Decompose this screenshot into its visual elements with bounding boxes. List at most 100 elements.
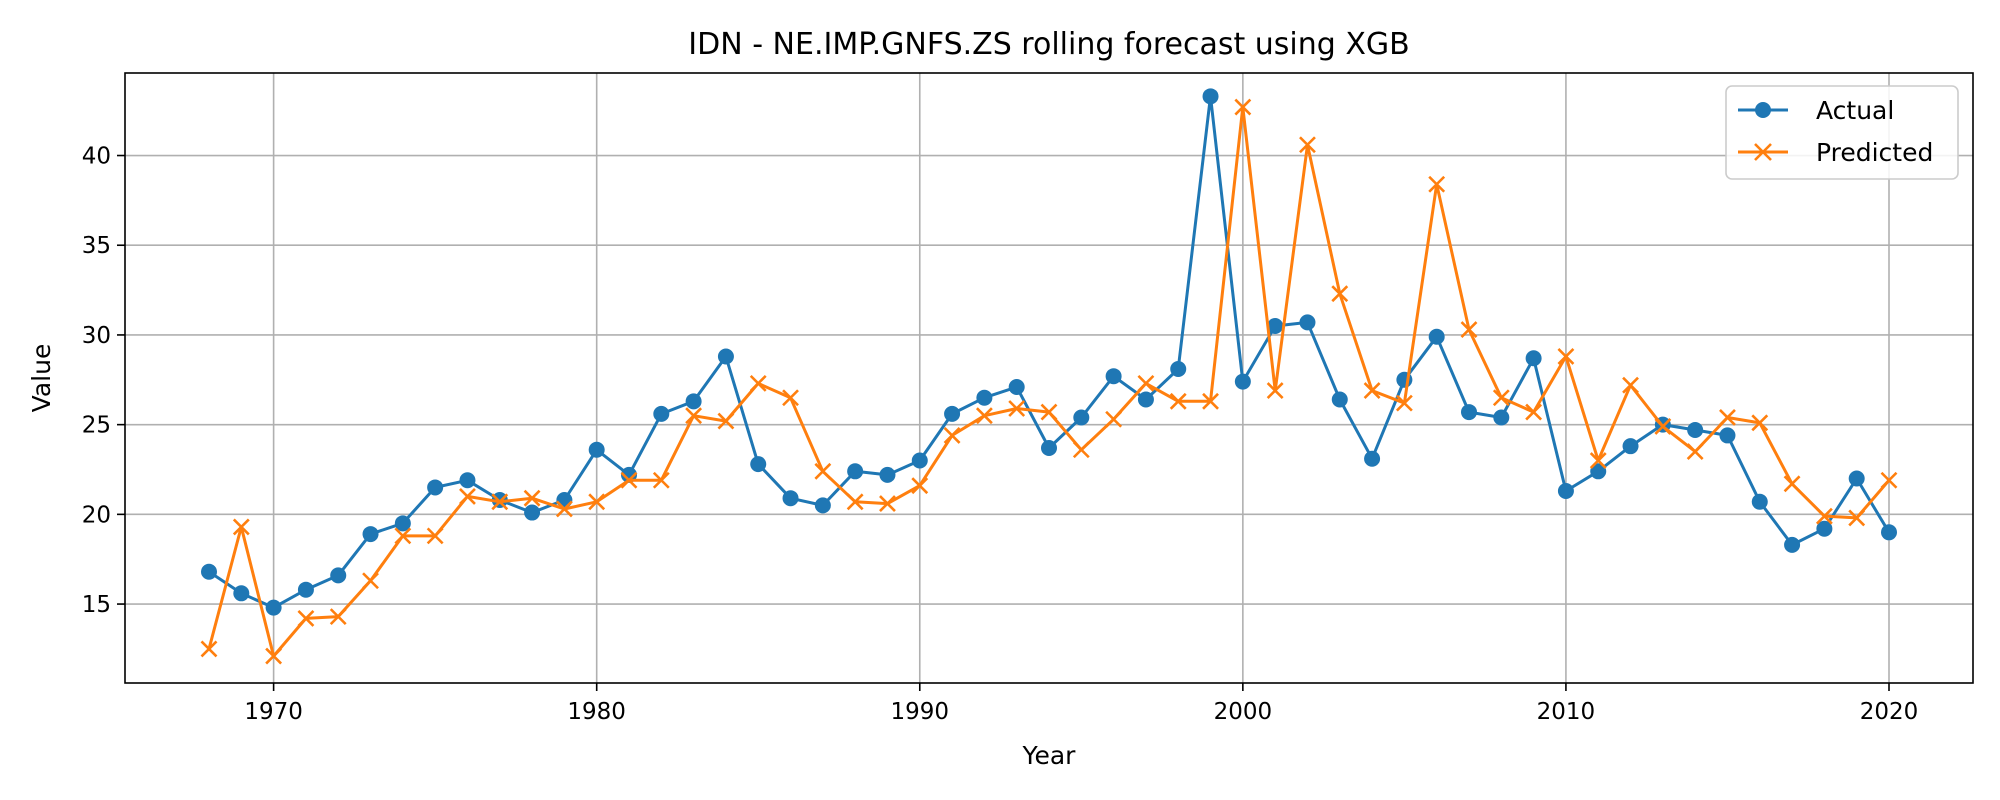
point-actual-1997 <box>1137 391 1154 408</box>
point-predicted-2018 <box>1815 507 1833 525</box>
x-tick-label-1970: 1970 <box>244 699 303 725</box>
point-predicted-1990 <box>911 477 929 495</box>
point-predicted-2008 <box>1492 389 1510 407</box>
y-tick-label-20: 20 <box>82 502 111 528</box>
point-actual-1999 <box>1202 88 1219 105</box>
point-predicted-2017 <box>1783 475 1801 493</box>
point-actual-1973 <box>362 526 379 543</box>
point-predicted-1985 <box>749 374 767 392</box>
point-predicted-2011 <box>1589 452 1607 469</box>
point-predicted-1993 <box>1008 400 1026 417</box>
point-actual-1987 <box>814 497 831 514</box>
x-tick-label-1980: 1980 <box>567 699 626 725</box>
series-layer <box>200 88 1898 665</box>
point-predicted-2006 <box>1428 175 1446 193</box>
point-actual-1994 <box>1041 439 1057 456</box>
series-actual <box>201 88 1897 616</box>
point-predicted-1991 <box>943 426 961 444</box>
point-predicted-2015 <box>1719 409 1736 426</box>
point-predicted-1974 <box>394 527 412 545</box>
x-tick-label-2010: 2010 <box>1537 699 1596 725</box>
point-actual-1984 <box>717 348 734 365</box>
point-actual-1970 <box>265 599 282 616</box>
point-actual-1976 <box>459 472 476 489</box>
point-actual-2006 <box>1428 328 1445 345</box>
y-axis-label: Value <box>27 344 56 413</box>
legend: Actual Predicted <box>1725 85 1959 180</box>
point-actual-1995 <box>1073 409 1090 426</box>
point-predicted-1971 <box>297 609 315 627</box>
point-actual-2010 <box>1557 483 1574 500</box>
point-predicted-1983 <box>685 407 703 425</box>
point-predicted-2002 <box>1299 136 1316 154</box>
x-axis-label: Year <box>1022 741 1077 770</box>
point-actual-2012 <box>1622 438 1639 455</box>
legend-marker-actual <box>1755 102 1771 118</box>
y-tick-label-15: 15 <box>82 592 111 618</box>
point-predicted-1978 <box>523 489 541 507</box>
point-predicted-1973 <box>362 572 379 590</box>
plot-area-frame <box>124 72 1974 684</box>
legend-label-predicted: Predicted <box>1816 138 1933 167</box>
point-predicted-2007 <box>1460 321 1478 338</box>
point-predicted-1996 <box>1105 410 1123 428</box>
point-actual-2015 <box>1719 427 1736 444</box>
point-predicted-1972 <box>329 608 347 626</box>
point-predicted-1992 <box>975 407 993 425</box>
point-actual-2011 <box>1590 463 1607 480</box>
point-predicted-1997 <box>1137 374 1155 392</box>
point-actual-1996 <box>1105 368 1122 385</box>
point-actual-1988 <box>847 463 864 480</box>
point-actual-2008 <box>1493 409 1510 426</box>
point-predicted-1976 <box>459 487 476 505</box>
point-predicted-2004 <box>1363 382 1381 399</box>
point-actual-1989 <box>879 466 896 483</box>
point-actual-2020 <box>1881 524 1897 541</box>
point-predicted-1968 <box>200 640 218 658</box>
point-predicted-1975 <box>426 527 444 545</box>
point-actual-1978 <box>524 504 541 521</box>
point-predicted-2019 <box>1848 509 1866 527</box>
point-actual-1983 <box>685 393 702 410</box>
point-actual-1972 <box>330 567 347 584</box>
y-tick-label-30: 30 <box>82 323 111 349</box>
point-actual-2001 <box>1267 317 1284 334</box>
legend-label-actual: Actual <box>1816 96 1894 125</box>
point-predicted-2016 <box>1751 414 1769 432</box>
point-predicted-1980 <box>588 493 606 511</box>
point-predicted-2014 <box>1686 443 1704 460</box>
point-actual-1971 <box>297 581 314 598</box>
point-predicted-1969 <box>232 518 250 536</box>
axis-ticks: 1970 1980 1990 2000 2010 2020 15 20 25 30 35 40 <box>82 144 1919 725</box>
point-actual-2014 <box>1687 422 1704 439</box>
point-predicted-1979 <box>555 500 573 518</box>
point-predicted-1999 <box>1202 392 1219 410</box>
point-actual-1968 <box>201 563 217 580</box>
point-actual-2018 <box>1816 520 1833 537</box>
point-predicted-2005 <box>1395 394 1413 412</box>
point-actual-1991 <box>944 405 961 422</box>
point-predicted-1989 <box>879 495 896 513</box>
point-predicted-1977 <box>491 493 509 511</box>
x-tick-label-2000: 2000 <box>1214 699 1273 725</box>
point-predicted-1981 <box>620 471 638 489</box>
x-tick-label-2020: 2020 <box>1860 699 1919 725</box>
point-predicted-2013 <box>1654 418 1672 435</box>
point-predicted-1986 <box>782 389 799 407</box>
point-predicted-1994 <box>1040 403 1058 421</box>
point-predicted-1995 <box>1072 441 1090 459</box>
point-predicted-1988 <box>846 493 864 511</box>
legend-marker-predicted <box>1754 143 1772 161</box>
point-actual-2017 <box>1784 536 1801 553</box>
point-actual-2000 <box>1234 373 1251 390</box>
point-predicted-2020 <box>1880 471 1898 489</box>
point-actual-1975 <box>427 479 444 496</box>
point-actual-2002 <box>1299 314 1316 331</box>
point-predicted-2003 <box>1331 285 1349 303</box>
point-actual-1974 <box>394 515 411 532</box>
point-predicted-1982 <box>652 471 670 489</box>
point-actual-2003 <box>1331 391 1348 408</box>
point-actual-1985 <box>750 456 767 473</box>
